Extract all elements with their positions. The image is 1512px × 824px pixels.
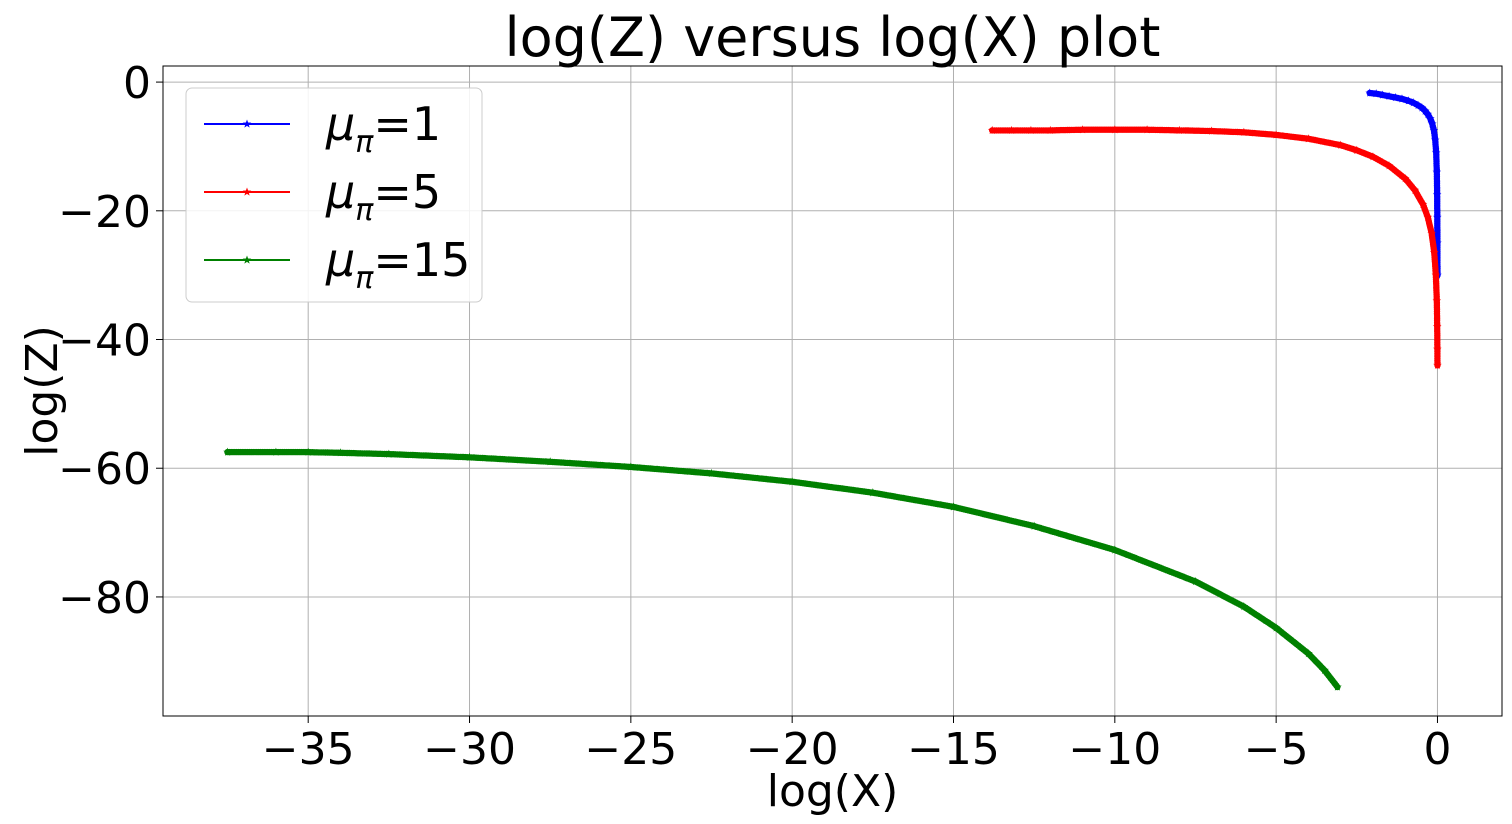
- legend-label: μπ=1: [325, 97, 441, 160]
- axes-ticks: −35 −30 −25 −20 −15 −10 −5 0 0 −20 −40 −60 −80: [58, 58, 1451, 775]
- series-line: [1369, 92, 1439, 276]
- legend: μπ=1μπ=5μπ=15: [185, 87, 483, 303]
- chart-title: log(Z) versus log(X) plot: [505, 6, 1161, 69]
- legend-value: =1: [373, 97, 441, 151]
- x-tick-label: −20: [746, 724, 839, 775]
- x-tick-label: −30: [423, 724, 516, 775]
- y-axis-label: log(Z): [17, 325, 68, 457]
- y-tick-label: 0: [123, 58, 151, 109]
- y-tick-label: −80: [58, 573, 151, 624]
- x-axis-label: log(X): [767, 766, 899, 817]
- legend-marker: [242, 255, 252, 264]
- legend-item: μπ=1: [204, 97, 441, 160]
- series-1: [1365, 88, 1442, 279]
- legend-item: μπ=5: [204, 165, 441, 228]
- x-tick-label: 0: [1423, 724, 1451, 775]
- y-tick-label: −40: [58, 316, 151, 367]
- legend-label: μπ=15: [325, 233, 470, 296]
- legend-marker: [242, 119, 252, 128]
- legend-symbol: μ: [325, 97, 355, 151]
- series-line: [992, 128, 1439, 366]
- marker-fill: [1334, 683, 1341, 691]
- legend-box: [185, 87, 483, 303]
- x-tick-label: −15: [907, 724, 1000, 775]
- legend-subscript: π: [355, 193, 374, 228]
- x-tick-label: −10: [1068, 724, 1161, 775]
- y-tick-label: −20: [58, 187, 151, 238]
- series-2: [987, 125, 1442, 369]
- legend-subscript: π: [355, 261, 374, 296]
- legend-value: =5: [373, 165, 441, 219]
- plot-area: [223, 88, 1442, 691]
- legend-subscript: π: [355, 125, 374, 160]
- legend-item: μπ=15: [204, 233, 470, 296]
- x-tick-label: −5: [1244, 724, 1309, 775]
- plot-frame: [162, 65, 1503, 717]
- legend-symbol: μ: [325, 165, 355, 219]
- grid: [163, 66, 1502, 716]
- marker-fill: [1434, 362, 1441, 369]
- legend-symbol: μ: [325, 233, 355, 287]
- legend-label: μπ=5: [325, 165, 441, 228]
- x-tick-label: −25: [584, 724, 677, 775]
- y-tick-label: −60: [58, 444, 151, 495]
- legend-value: =15: [373, 233, 470, 287]
- x-tick-label: −35: [262, 724, 355, 775]
- series-3: [223, 447, 1342, 691]
- legend-marker: [242, 187, 252, 196]
